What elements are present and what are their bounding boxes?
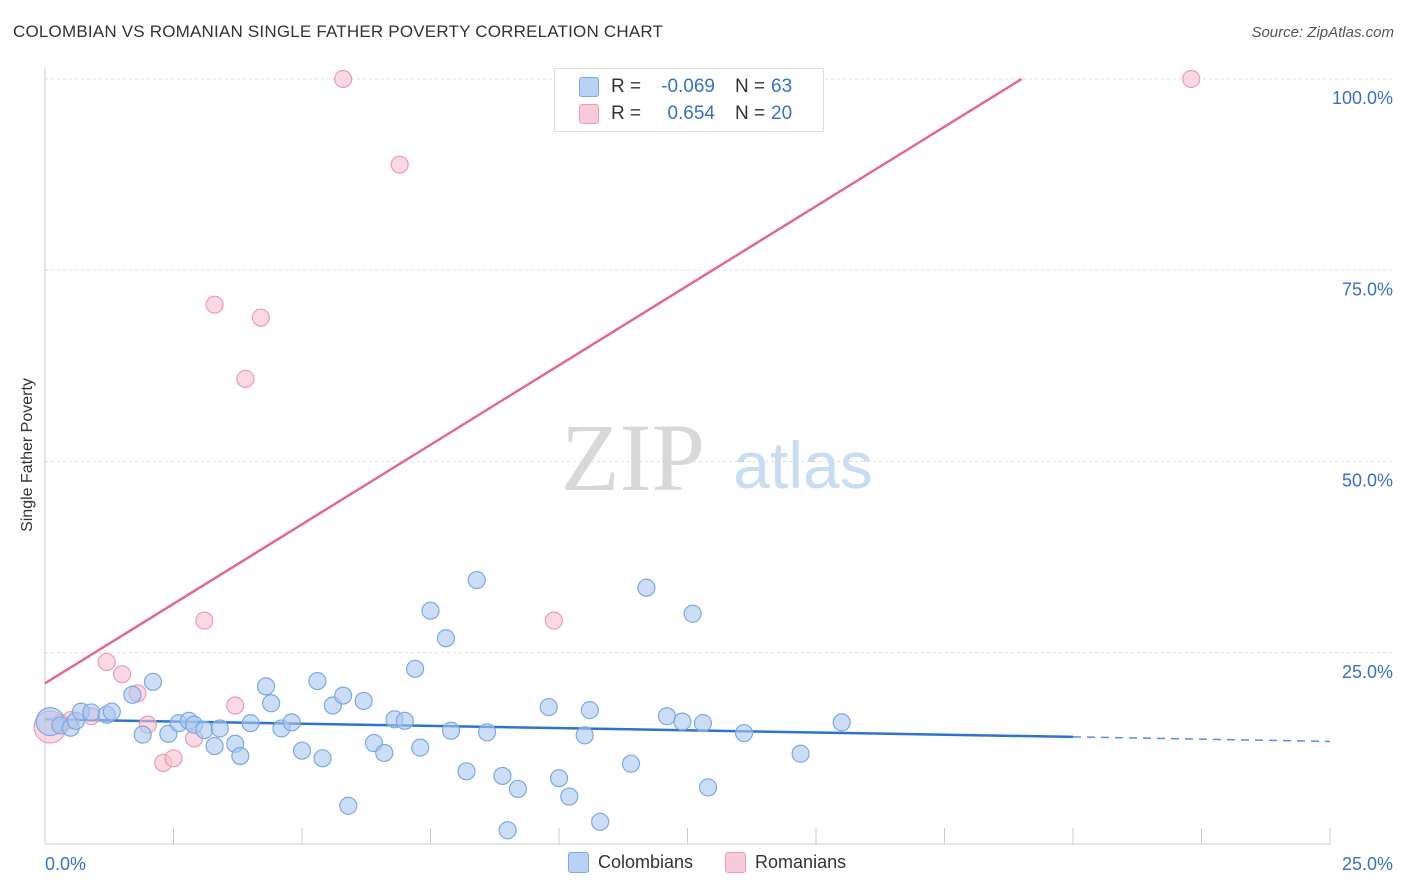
romanian-point (390, 155, 409, 174)
colombian-point (508, 779, 527, 799)
colombian-point (231, 746, 250, 766)
colombian-point (498, 821, 517, 840)
n-value: 20 (771, 103, 793, 124)
romanian-point (205, 295, 224, 314)
romanian-point (164, 749, 183, 768)
colombian-point (123, 685, 142, 704)
x-tick-label: 0.0% (45, 854, 86, 874)
colombian-point (313, 749, 332, 768)
romanians-swatch (725, 852, 747, 873)
colombian-point (282, 713, 301, 732)
colombian-point (411, 738, 430, 757)
romanian-point (251, 308, 270, 327)
colombian-point (637, 578, 656, 597)
colombian-point (205, 736, 224, 756)
legend-row-colombians: R = -0.069 N = 63 (579, 74, 792, 100)
colombian-point (292, 741, 312, 760)
r-label: R = (611, 76, 642, 97)
colombian-point (698, 778, 718, 797)
grid (45, 78, 1395, 654)
colombian-point (133, 725, 152, 744)
colombian-point (375, 743, 394, 763)
colombian-point (241, 714, 260, 733)
n-label: N = (735, 103, 766, 124)
watermark-zip: ZIP (561, 404, 705, 511)
colombian-point (210, 719, 229, 738)
colombian-point (339, 796, 358, 815)
colombian-point (734, 723, 754, 743)
romanians-trend-line (44, 77, 1023, 685)
watermark: ZIP atlas (561, 404, 873, 511)
colombian-point (102, 702, 121, 721)
colombian-point (657, 707, 677, 726)
n-value: 63 (771, 76, 793, 97)
series-legend: Colombians Romanians (568, 852, 878, 873)
colombian-point (262, 694, 281, 713)
colombian-point (591, 812, 610, 831)
colombian-point (405, 659, 425, 678)
legend-label-romanians: Romanians (755, 852, 847, 872)
colombian-point (477, 723, 497, 742)
colombian-point (441, 721, 461, 740)
colombian-point (673, 712, 692, 731)
legend-item-romanians[interactable]: Romanians (725, 852, 846, 873)
x-tick-label: 25.0% (1342, 854, 1393, 874)
colombian-point (436, 629, 456, 648)
colombian-point (256, 677, 276, 696)
romanian-point (1182, 69, 1201, 89)
colombian-point (467, 570, 486, 590)
colombians-swatch (579, 77, 599, 97)
colombian-point (493, 766, 512, 786)
romanian-point (97, 652, 116, 672)
y-tick-label: 50.0% (1342, 471, 1393, 491)
romanian-point (195, 611, 214, 630)
legend-item-colombians[interactable]: Colombians (568, 852, 693, 873)
colombian-point (195, 720, 214, 740)
source-label: Source: ZipAtlas.com (1251, 24, 1394, 41)
colombians-trend-extension (1072, 736, 1331, 743)
chart-title: COLOMBIAN VS ROMANIAN SINGLE FATHER POVE… (13, 22, 664, 41)
watermark-atlas: atlas (733, 428, 872, 502)
y-tick-label: 75.0% (1342, 279, 1393, 299)
colombian-point (143, 672, 163, 691)
colombian-point (621, 754, 641, 773)
colombian-point (354, 691, 373, 711)
y-tick-label: 25.0% (1342, 662, 1393, 682)
romanian-point (544, 611, 563, 630)
colombians-swatch (568, 852, 589, 873)
colombian-point (421, 601, 440, 620)
colombian-point (395, 711, 414, 730)
colombian-point (539, 697, 558, 717)
romanian-point (112, 665, 132, 684)
romanian-point (236, 369, 255, 388)
n-label: N = (735, 76, 766, 97)
y-tick-label: 100.0% (1332, 88, 1393, 108)
r-value: -0.069 (661, 76, 715, 97)
data-points (33, 69, 1201, 840)
colombian-point (334, 686, 353, 705)
romanian-point (334, 69, 353, 89)
r-value: 0.654 (667, 103, 715, 124)
colombian-point (693, 714, 713, 733)
colombian-point (580, 701, 599, 720)
colombian-point (832, 713, 851, 732)
legend-label-colombians: Colombians (598, 852, 694, 872)
romanians-swatch (579, 104, 599, 124)
colombian-point (575, 726, 594, 745)
tick-labels: 25.0% 50.0% 75.0% 100.0% 0.0% 25.0% (45, 88, 1393, 874)
colombian-point (308, 671, 327, 691)
colombian-point (457, 762, 476, 781)
colombian-point (683, 604, 702, 623)
colombian-point (549, 769, 569, 788)
colombian-point (560, 787, 579, 806)
romanian-point (226, 696, 245, 715)
stats-legend: R = -0.069 N = 63 R = 0.654 N = 20 (554, 68, 824, 132)
legend-row-romanians: R = 0.654 N = 20 (579, 101, 792, 127)
colombian-point (791, 744, 810, 763)
r-label: R = (611, 103, 642, 124)
colombian-point (82, 703, 101, 722)
